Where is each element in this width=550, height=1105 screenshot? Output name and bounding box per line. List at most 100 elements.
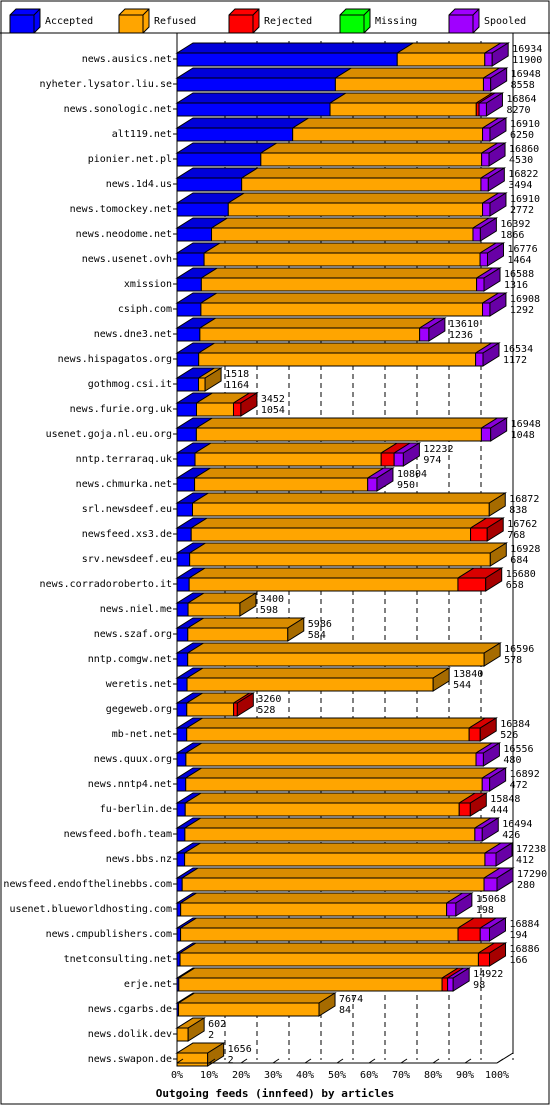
host-label: pionier.net.pl: [88, 154, 172, 165]
host-label: news.quux.org: [94, 754, 172, 765]
host-label: alt119.net: [112, 129, 172, 140]
bar-segment-ref: [198, 377, 206, 392]
bar-segment-acc: [176, 352, 200, 367]
x-tick-mark: [464, 1058, 472, 1064]
host-label: gegeweb.org: [106, 704, 172, 715]
host-label: news.dolik.dev: [88, 1029, 172, 1040]
offered-value: 16934: [512, 44, 542, 55]
bar-segment-ref: [194, 477, 369, 492]
bar-row: [175, 767, 508, 792]
accepted-value: 98: [473, 980, 485, 991]
host-label: news.chmurka.net: [76, 479, 172, 490]
accepted-value: 598: [260, 605, 278, 616]
legend-swatch-accepted: [9, 8, 41, 34]
bar-segment-acc: [176, 652, 189, 667]
bar-side-ref: [207, 1042, 225, 1067]
bar-segment-ref: [203, 252, 481, 267]
x-axis-label: Outgoing feeds (innfeed) by articles: [156, 1087, 394, 1100]
bar-row: [175, 692, 256, 717]
offered-value: 3260: [257, 694, 281, 705]
legend-label-refused: Refused: [154, 16, 196, 27]
bar-segment-ref: [188, 577, 459, 592]
accepted-value: 8558: [511, 80, 535, 91]
bar-side-spool: [486, 242, 504, 267]
bar-top-ref: [185, 642, 502, 654]
bar-top-ref: [185, 667, 451, 679]
host-label: newsfeed.bofh.team: [64, 829, 172, 840]
host-label: news.cgarbs.de: [88, 1004, 172, 1015]
accepted-value: 3494: [508, 180, 532, 191]
bar-segment-spool: [419, 327, 430, 342]
bar-top-ref: [183, 767, 500, 779]
bar-row: [175, 242, 506, 267]
bar-segment-ref: [241, 177, 482, 192]
bar-side-spool: [485, 92, 503, 117]
bar-top-ref: [290, 117, 501, 129]
bar-segment-acc: [176, 377, 200, 392]
host-label: news.cmpublishers.com: [46, 929, 172, 940]
offered-value: 16556: [503, 744, 533, 755]
bar-segment-rej: [470, 527, 488, 542]
legend-swatch-edge: [252, 8, 260, 16]
accepted-value: 4530: [509, 155, 533, 166]
bar-row: [175, 417, 509, 442]
accepted-value: 84: [339, 1005, 351, 1016]
host-label: usenet.blueworldhosting.com: [9, 904, 172, 915]
offered-value: 16762: [507, 519, 537, 530]
bar-segment-spool: [482, 202, 491, 217]
bar-segment-ref: [334, 77, 484, 92]
bar-segment-acc: [176, 252, 205, 267]
offered-value: 16872: [509, 494, 539, 505]
bar-side-rej: [485, 567, 503, 592]
accepted-value: 280: [517, 880, 535, 891]
x-tick-label: 90%: [456, 1070, 474, 1081]
legend-swatch-refused: [118, 8, 150, 34]
bar-segment-spool: [481, 152, 490, 167]
offered-value: 16948: [511, 69, 541, 80]
accepted-value: 1054: [261, 405, 285, 416]
bar-row: [175, 817, 501, 842]
bar-segment-rej: [380, 452, 395, 467]
host-label: news.bbs.nz: [106, 854, 172, 865]
bar-side-ref: [489, 542, 507, 567]
bar-segment-ref: [176, 1027, 189, 1042]
bar-segment-spool: [480, 177, 489, 192]
bar-row: [175, 267, 502, 292]
accepted-value: 480: [503, 755, 521, 766]
host-label: mb-net.net: [112, 729, 172, 740]
accepted-value: 194: [509, 930, 527, 941]
bar-row: [175, 592, 258, 617]
bar-row: [175, 67, 509, 92]
bar-side-ref: [488, 492, 506, 517]
legend-label-missing: Missing: [375, 16, 417, 27]
bar-top-ref: [187, 542, 509, 554]
bar-segment-acc: [176, 52, 398, 67]
bar-segment-rej: [457, 577, 487, 592]
bar-row: [175, 617, 306, 642]
bar-segment-rej: [477, 952, 491, 967]
bar-segment-ref: [180, 902, 448, 917]
legend-swatch-missing: [339, 8, 371, 34]
bar-segment-ref: [187, 652, 485, 667]
host-label: news.nntp4.net: [88, 779, 172, 790]
offered-value: 16494: [502, 819, 532, 830]
bar-segment-acc: [176, 77, 336, 92]
bar-segment-spool: [483, 877, 498, 892]
bar-segment-spool: [447, 977, 454, 992]
offered-value: 16864: [506, 94, 536, 105]
bar-row: [175, 492, 508, 517]
bar-segment-ref: [186, 727, 470, 742]
offered-value: 5986: [308, 619, 332, 630]
accepted-value: 838: [509, 505, 527, 516]
bar-row: [175, 367, 223, 392]
bar-segment-acc: [176, 327, 201, 342]
bar-segment-ref: [179, 952, 479, 967]
legend-swatch-edge: [142, 8, 150, 16]
bar-row: [175, 342, 501, 367]
bar-row: [175, 142, 507, 167]
host-label: weretis.net: [106, 679, 172, 690]
bar-segment-rej: [458, 802, 471, 817]
bar-top-ref: [184, 742, 494, 754]
bar-segment-spool: [479, 252, 488, 267]
bar-side-spool: [455, 892, 473, 917]
